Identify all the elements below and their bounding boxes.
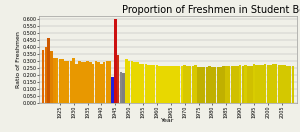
Bar bbox=[278, 65, 280, 103]
Bar bbox=[175, 66, 178, 103]
Bar bbox=[164, 66, 166, 103]
Bar bbox=[275, 64, 278, 103]
Bar bbox=[158, 66, 161, 103]
Bar bbox=[109, 61, 111, 103]
Bar bbox=[258, 65, 261, 103]
Bar bbox=[225, 66, 227, 103]
Bar bbox=[247, 66, 250, 103]
Bar bbox=[67, 61, 69, 103]
Bar bbox=[72, 58, 75, 103]
Bar bbox=[208, 66, 211, 103]
Bar bbox=[98, 62, 100, 103]
Bar bbox=[253, 64, 255, 103]
Bar bbox=[156, 65, 158, 103]
Bar bbox=[83, 62, 86, 103]
Bar bbox=[150, 65, 153, 103]
Bar bbox=[70, 61, 72, 103]
Bar bbox=[197, 67, 200, 103]
Bar bbox=[94, 61, 97, 103]
Bar bbox=[181, 66, 183, 103]
Bar bbox=[75, 64, 78, 103]
Bar bbox=[192, 66, 194, 103]
Bar bbox=[250, 66, 253, 103]
Bar bbox=[161, 66, 164, 103]
Bar bbox=[283, 65, 286, 103]
Bar bbox=[269, 65, 272, 103]
Bar bbox=[233, 66, 236, 103]
Bar bbox=[228, 66, 230, 103]
Bar bbox=[214, 67, 216, 103]
Bar bbox=[189, 66, 191, 103]
Bar bbox=[114, 19, 117, 103]
Bar bbox=[169, 66, 172, 103]
Bar bbox=[134, 62, 136, 103]
Bar bbox=[211, 67, 214, 103]
Bar bbox=[272, 64, 275, 103]
Bar bbox=[122, 73, 125, 103]
Bar bbox=[78, 61, 80, 103]
Bar bbox=[200, 67, 203, 103]
Bar bbox=[244, 65, 247, 103]
Bar bbox=[100, 64, 103, 103]
Bar bbox=[50, 51, 53, 103]
Bar bbox=[292, 66, 294, 103]
Bar bbox=[128, 61, 130, 103]
Bar bbox=[142, 64, 144, 103]
Bar bbox=[64, 61, 67, 103]
Bar bbox=[58, 59, 61, 103]
Bar bbox=[117, 55, 119, 103]
Bar bbox=[167, 66, 169, 103]
Bar bbox=[61, 59, 64, 103]
Bar bbox=[103, 62, 106, 103]
Bar bbox=[125, 59, 128, 103]
Bar bbox=[89, 62, 92, 103]
Bar bbox=[206, 67, 208, 103]
Bar bbox=[203, 67, 205, 103]
Text: Proportion of Freshmen in Student Body: Proportion of Freshmen in Student Body bbox=[122, 5, 300, 15]
Bar bbox=[289, 66, 291, 103]
Bar bbox=[56, 58, 58, 103]
Bar bbox=[139, 64, 142, 103]
Bar bbox=[178, 66, 180, 103]
Bar bbox=[242, 66, 244, 103]
Bar bbox=[286, 66, 289, 103]
Bar bbox=[42, 50, 44, 103]
Bar bbox=[219, 67, 222, 103]
Bar bbox=[236, 66, 239, 103]
Bar bbox=[239, 65, 242, 103]
Bar bbox=[111, 77, 114, 103]
Bar bbox=[194, 65, 197, 103]
Bar bbox=[86, 61, 89, 103]
Bar bbox=[222, 66, 225, 103]
Bar bbox=[145, 64, 147, 103]
X-axis label: Year: Year bbox=[161, 118, 175, 123]
Bar bbox=[261, 65, 264, 103]
Bar bbox=[172, 66, 175, 103]
Bar bbox=[45, 47, 47, 103]
Bar bbox=[183, 65, 186, 103]
Bar bbox=[186, 66, 189, 103]
Bar bbox=[280, 65, 283, 103]
Bar bbox=[106, 61, 108, 103]
Bar bbox=[131, 61, 133, 103]
Bar bbox=[256, 65, 258, 103]
Bar bbox=[136, 62, 139, 103]
Bar bbox=[53, 58, 56, 103]
Y-axis label: Ratio of Freshmen: Ratio of Freshmen bbox=[16, 31, 21, 88]
Bar bbox=[47, 38, 50, 103]
Bar bbox=[120, 72, 122, 103]
Bar bbox=[147, 65, 150, 103]
Bar bbox=[267, 65, 269, 103]
Bar bbox=[92, 64, 94, 103]
Bar bbox=[264, 64, 266, 103]
Bar bbox=[153, 65, 155, 103]
Bar bbox=[81, 62, 83, 103]
Bar bbox=[217, 67, 219, 103]
Bar bbox=[230, 66, 233, 103]
